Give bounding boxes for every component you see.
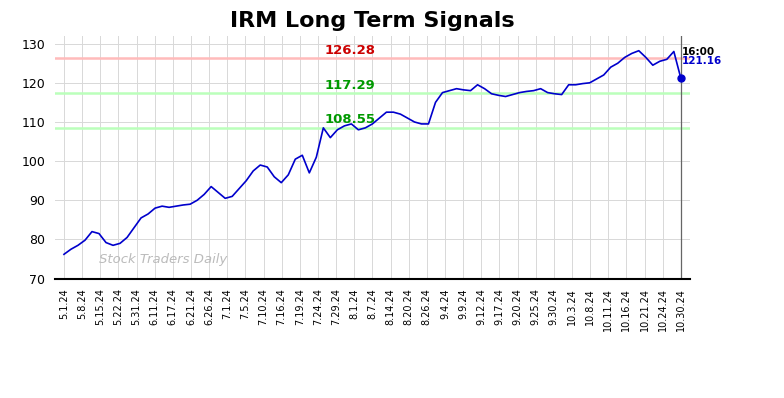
Text: 121.16: 121.16 [682, 56, 723, 66]
Text: 126.28: 126.28 [325, 44, 376, 57]
Text: 108.55: 108.55 [325, 113, 376, 126]
Text: 16:00: 16:00 [682, 47, 716, 57]
Title: IRM Long Term Signals: IRM Long Term Signals [230, 12, 515, 31]
Text: 117.29: 117.29 [325, 79, 375, 92]
Text: Stock Traders Daily: Stock Traders Daily [100, 254, 227, 267]
